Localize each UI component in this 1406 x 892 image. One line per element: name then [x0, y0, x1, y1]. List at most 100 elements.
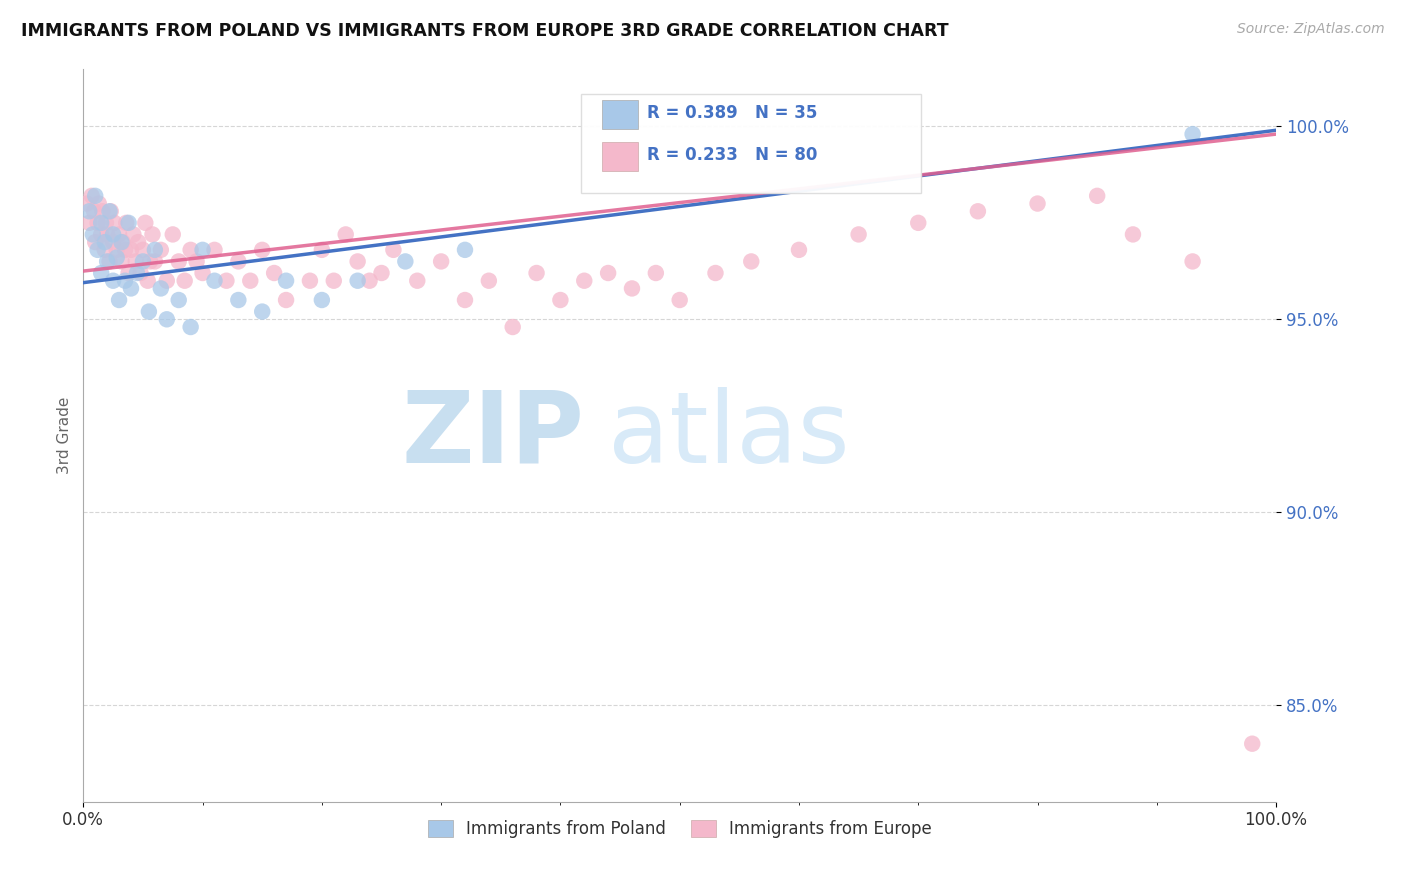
Point: [740, 254, 762, 268]
Point: [526, 266, 548, 280]
Point: [167, 293, 190, 307]
Point: [132, 243, 155, 257]
Text: Source: ZipAtlas.com: Source: ZipAtlas.com: [1237, 22, 1385, 37]
Point: [907, 216, 929, 230]
Point: [108, 293, 131, 307]
Point: [359, 274, 381, 288]
Point: [94, 243, 117, 257]
Point: [162, 227, 184, 242]
Point: [129, 266, 152, 280]
Point: [110, 235, 132, 249]
Point: [141, 227, 163, 242]
FancyBboxPatch shape: [581, 95, 921, 194]
Point: [125, 266, 148, 280]
Bar: [602, 142, 638, 171]
Point: [100, 204, 122, 219]
Point: [110, 254, 132, 268]
Point: [204, 274, 226, 288]
Point: [156, 312, 179, 326]
Point: [84, 189, 107, 203]
Point: [250, 243, 273, 257]
Point: [149, 243, 172, 257]
Point: [114, 274, 136, 288]
Point: [127, 235, 149, 249]
Point: [125, 254, 148, 268]
Point: [668, 293, 690, 307]
Point: [430, 254, 453, 268]
Point: [94, 235, 117, 249]
Point: [105, 251, 128, 265]
Legend: Immigrants from Poland, Immigrants from Europe: Immigrants from Poland, Immigrants from …: [420, 813, 939, 845]
Point: [77, 204, 100, 219]
Point: [967, 204, 990, 219]
Point: [787, 243, 810, 257]
Point: [139, 254, 162, 268]
Point: [91, 204, 114, 219]
Y-axis label: 3rd Grade: 3rd Grade: [58, 396, 72, 474]
Point: [346, 254, 368, 268]
Point: [143, 243, 166, 257]
Point: [311, 293, 333, 307]
Point: [311, 243, 333, 257]
Point: [644, 266, 666, 280]
Point: [77, 216, 100, 230]
Point: [1085, 189, 1108, 203]
Point: [191, 243, 214, 257]
Point: [394, 254, 416, 268]
Point: [120, 243, 142, 257]
Text: R = 0.233   N = 80: R = 0.233 N = 80: [648, 146, 818, 164]
Point: [574, 274, 596, 288]
Point: [478, 274, 501, 288]
Point: [90, 227, 112, 242]
Text: ZIP: ZIP: [401, 386, 585, 483]
Text: R = 0.389   N = 35: R = 0.389 N = 35: [648, 104, 818, 122]
Point: [101, 227, 124, 242]
Text: IMMIGRANTS FROM POLAND VS IMMIGRANTS FROM EUROPE 3RD GRADE CORRELATION CHART: IMMIGRANTS FROM POLAND VS IMMIGRANTS FRO…: [21, 22, 949, 40]
Point: [86, 243, 108, 257]
Point: [204, 243, 226, 257]
Point: [370, 266, 392, 280]
Point: [228, 293, 250, 307]
Point: [105, 243, 128, 257]
Point: [502, 320, 524, 334]
Point: [82, 227, 104, 242]
Point: [191, 266, 214, 280]
Point: [704, 266, 727, 280]
Point: [263, 266, 285, 280]
Point: [335, 227, 357, 242]
Point: [149, 281, 172, 295]
Point: [117, 216, 139, 230]
Point: [167, 254, 190, 268]
Point: [84, 235, 107, 249]
Point: [120, 281, 142, 295]
Point: [848, 227, 870, 242]
Point: [228, 254, 250, 268]
Point: [111, 235, 134, 249]
Point: [406, 274, 429, 288]
Point: [382, 243, 405, 257]
Point: [239, 274, 262, 288]
Point: [87, 196, 110, 211]
Point: [598, 266, 620, 280]
Point: [115, 216, 138, 230]
Point: [94, 216, 117, 230]
Point: [1181, 127, 1204, 141]
Point: [322, 274, 344, 288]
Point: [274, 293, 297, 307]
Point: [180, 243, 202, 257]
Point: [620, 281, 643, 295]
Point: [454, 293, 477, 307]
Point: [76, 196, 98, 211]
Point: [186, 254, 208, 268]
Point: [96, 227, 118, 242]
Point: [98, 204, 121, 219]
Point: [114, 243, 136, 257]
Bar: [602, 100, 638, 129]
Point: [550, 293, 572, 307]
Point: [101, 274, 124, 288]
Point: [143, 254, 166, 268]
Point: [98, 254, 121, 268]
Point: [1122, 227, 1144, 242]
Point: [1181, 254, 1204, 268]
Point: [132, 254, 155, 268]
